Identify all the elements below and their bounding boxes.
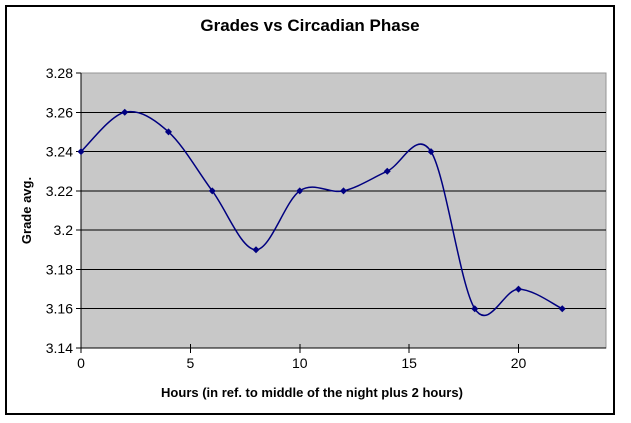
data-point-marker xyxy=(252,246,260,254)
x-axis-title: Hours (in ref. to middle of the night pl… xyxy=(161,385,463,400)
y-tick-label: 3.14 xyxy=(46,340,73,356)
y-tick-label: 3.28 xyxy=(46,65,73,81)
y-tick-label: 3.26 xyxy=(46,104,73,120)
data-point-marker xyxy=(165,128,172,136)
x-tick-label: 20 xyxy=(511,355,527,371)
data-point-marker xyxy=(77,148,85,156)
data-point-marker xyxy=(471,305,479,313)
x-tick-label: 10 xyxy=(292,355,308,371)
x-tick-label: 15 xyxy=(401,355,417,371)
y-tick-label: 3.18 xyxy=(46,261,73,277)
x-tick-label: 0 xyxy=(77,355,85,371)
plot-area xyxy=(80,72,607,349)
y-tick-label: 3.16 xyxy=(46,301,73,317)
data-point-marker xyxy=(515,285,522,293)
data-point-marker xyxy=(383,167,391,175)
y-tick-label: 3.2 xyxy=(54,222,74,238)
data-point-marker xyxy=(208,187,216,195)
y-tick-label: 3.22 xyxy=(46,183,73,199)
data-point-marker xyxy=(296,187,304,195)
data-point-marker xyxy=(558,305,566,313)
x-tick-label: 5 xyxy=(186,355,194,371)
y-tick-label: 3.24 xyxy=(46,144,73,160)
data-point-marker xyxy=(121,108,129,116)
data-point-marker xyxy=(340,187,347,195)
data-point-marker xyxy=(427,148,435,156)
chart-title: Grades vs Circadian Phase xyxy=(200,16,420,35)
